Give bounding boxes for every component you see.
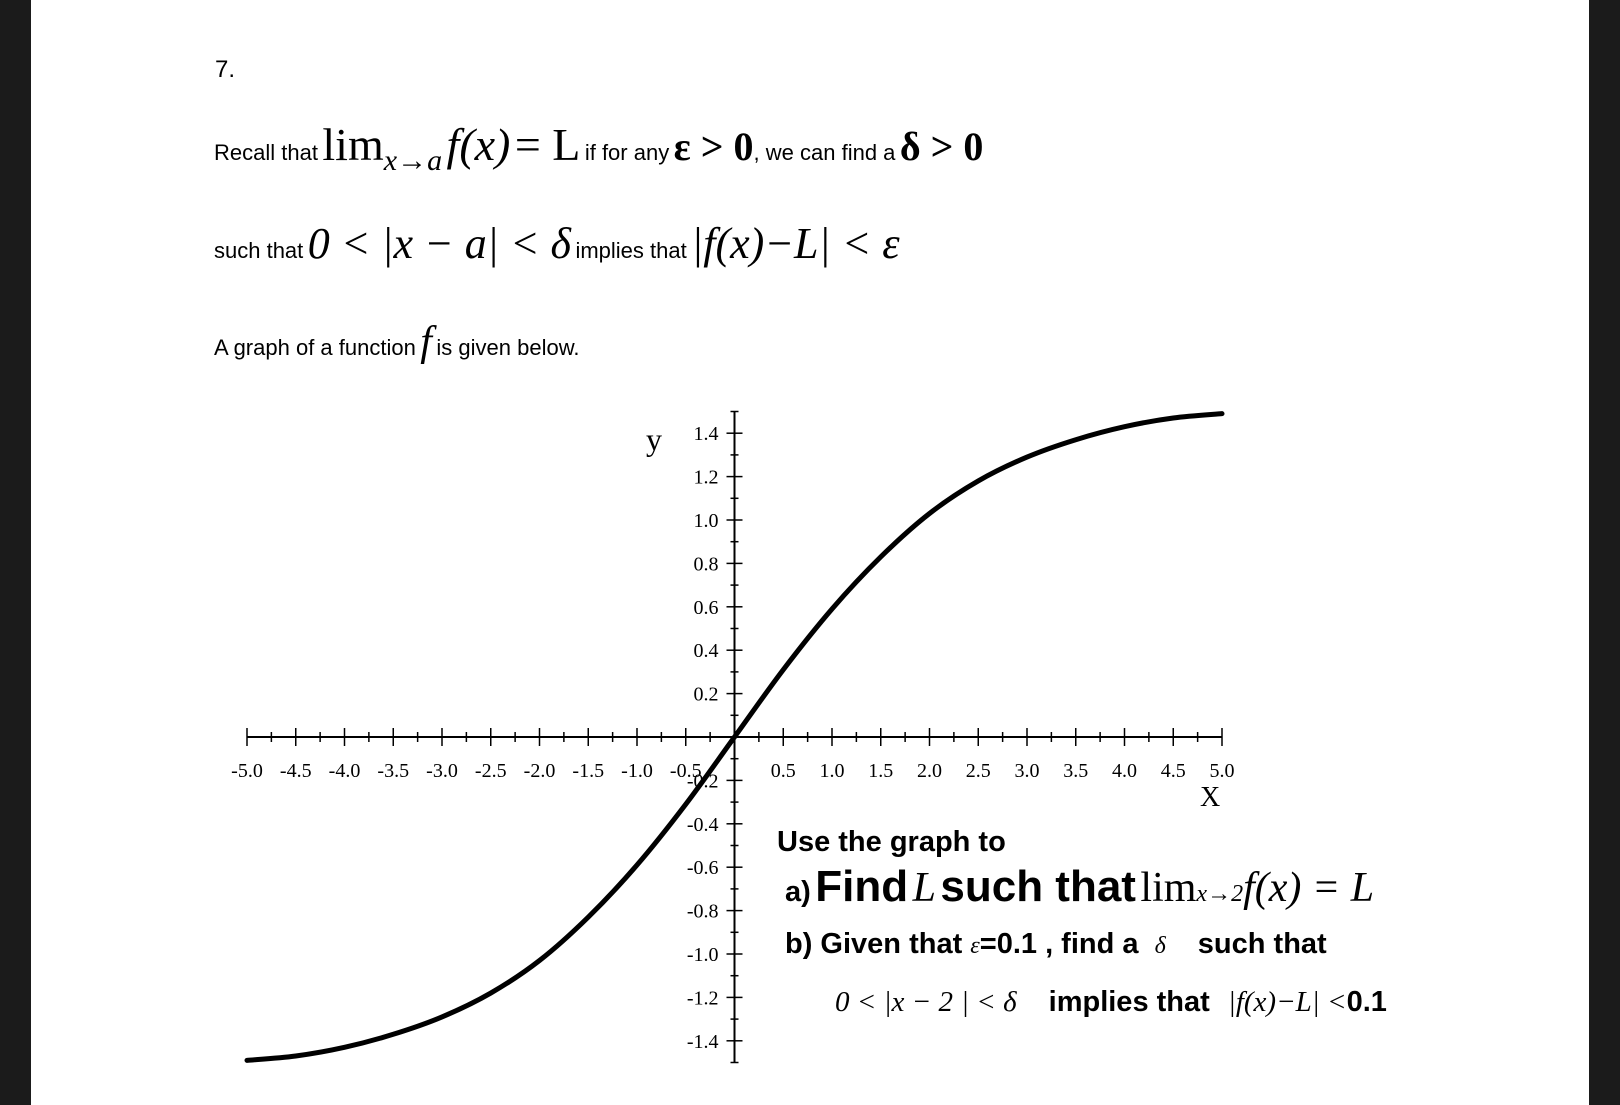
x-tick-label: -1.0 bbox=[621, 760, 653, 782]
equals-L: = L bbox=[514, 119, 581, 170]
x-tick-label: 0.5 bbox=[771, 760, 796, 782]
question-b-text: b) Given that bbox=[785, 928, 963, 960]
x-inequality: 0 < |x − 2 bbox=[835, 986, 953, 1018]
x-tick-label: 1.5 bbox=[868, 760, 893, 782]
f-symbol: f bbox=[420, 319, 432, 365]
lim-symbol: lim bbox=[322, 119, 384, 170]
lim-symbol: lim bbox=[1140, 865, 1197, 911]
epsilon-value: =0.1 , find a bbox=[979, 928, 1139, 960]
y-tick-label: -1.0 bbox=[687, 944, 719, 966]
graph-intro-text: A graph of a function bbox=[214, 335, 416, 360]
y-tick-label: -1.2 bbox=[687, 987, 719, 1009]
definition-line-3: A graph of a function f is given below. bbox=[214, 318, 580, 366]
x-tick-label: -2.0 bbox=[524, 760, 556, 782]
delta-bound: | < δ bbox=[961, 986, 1017, 1018]
definition-line-2: such that 0 < |x − a| < δ implies that |… bbox=[214, 218, 900, 269]
x-tick-label: 2.0 bbox=[917, 760, 942, 782]
epsilon-condition: ε > 0 bbox=[673, 124, 754, 169]
function-curve bbox=[244, 411, 1225, 1063]
problem-number: 7. bbox=[215, 56, 236, 83]
delta-inequality: 0 < |x − a| < δ bbox=[307, 219, 571, 268]
fx-arg: (x) bbox=[459, 119, 511, 170]
delta-symbol: δ bbox=[1154, 933, 1166, 959]
document-page bbox=[31, 0, 1589, 1105]
such-that-text: such that bbox=[214, 238, 304, 263]
y-tick-label: -1.4 bbox=[687, 1031, 719, 1053]
y-tick-label: 1.4 bbox=[694, 423, 719, 445]
x-axis-label: X bbox=[1200, 782, 1220, 813]
recall-text: Recall that bbox=[214, 140, 318, 165]
x-tick-label: -3.5 bbox=[377, 760, 409, 782]
we-can-find-text: , we can find a bbox=[753, 140, 896, 165]
y-tick-label: 1.0 bbox=[694, 510, 719, 532]
y-tick-label: 1.2 bbox=[694, 467, 719, 489]
y-tick-label: -0.6 bbox=[687, 857, 719, 879]
implies-that-text: implies that bbox=[1048, 986, 1210, 1018]
x-tick-label: 1.0 bbox=[820, 760, 845, 782]
question-a: a) Find L such that limx→2f(x) = L bbox=[785, 862, 1374, 912]
y-tick-label: -0.4 bbox=[687, 814, 719, 836]
graph-intro-text-end: is given below. bbox=[436, 335, 580, 360]
question-b-condition: 0 < |x − 2 | < δ implies that |f(x)−L| <… bbox=[835, 986, 1387, 1019]
question-a-text: Find bbox=[815, 862, 909, 911]
definition-line-1: Recall that limx→a f(x) = L if for any ε… bbox=[214, 118, 983, 178]
x-tick-label: 4.5 bbox=[1161, 760, 1186, 782]
x-tick-label: -5.0 bbox=[231, 760, 263, 782]
y-tick-label: -0.8 bbox=[687, 901, 719, 923]
x-tick-label: 4.0 bbox=[1112, 760, 1137, 782]
questions-intro: Use the graph to bbox=[777, 826, 1006, 858]
y-tick-label: 0.2 bbox=[694, 684, 719, 706]
limit-equation: f(x) = L bbox=[1243, 865, 1375, 911]
x-tick-label: -1.5 bbox=[572, 760, 604, 782]
f-inequality: |f(x)−L| < bbox=[1227, 986, 1347, 1018]
y-tick-label: 0.8 bbox=[694, 553, 719, 575]
x-tick-label: -2.5 bbox=[475, 760, 507, 782]
x-tick-label: 5.0 bbox=[1210, 760, 1235, 782]
question-a-such-that: such that bbox=[940, 862, 1136, 911]
question-a-label: a) bbox=[785, 876, 811, 908]
x-tick-label: 2.5 bbox=[966, 760, 991, 782]
x-tick-label: -4.0 bbox=[329, 760, 361, 782]
x-tick-label: 3.5 bbox=[1063, 760, 1088, 782]
x-tick-label: -4.5 bbox=[280, 760, 312, 782]
x-tick-label: -3.0 bbox=[426, 760, 458, 782]
epsilon-inequality: |f(x)−L| < ε bbox=[691, 219, 900, 268]
f-symbol: f bbox=[446, 119, 460, 170]
y-axis-label: y bbox=[646, 421, 662, 457]
epsilon-symbol: ε bbox=[970, 933, 980, 959]
if-for-any-text: if for any bbox=[584, 140, 670, 165]
delta-condition: δ > 0 bbox=[899, 124, 984, 169]
L-symbol: L bbox=[912, 865, 936, 911]
y-tick-label: 0.6 bbox=[694, 597, 719, 619]
lim-subscript: x→2 bbox=[1196, 881, 1244, 907]
x-tick-label: 3.0 bbox=[1015, 760, 1040, 782]
x-tick-label: -0.5 bbox=[670, 760, 702, 782]
question-b: b) Given that ε=0.1 , find a δ such that bbox=[785, 928, 1327, 961]
implies-that-text: implies that bbox=[575, 238, 687, 263]
epsilon-bound-value: 0.1 bbox=[1346, 986, 1387, 1018]
question-b-such-that: such that bbox=[1197, 928, 1327, 960]
y-tick-label: 0.4 bbox=[694, 640, 719, 662]
lim-subscript: x→a bbox=[383, 144, 443, 177]
